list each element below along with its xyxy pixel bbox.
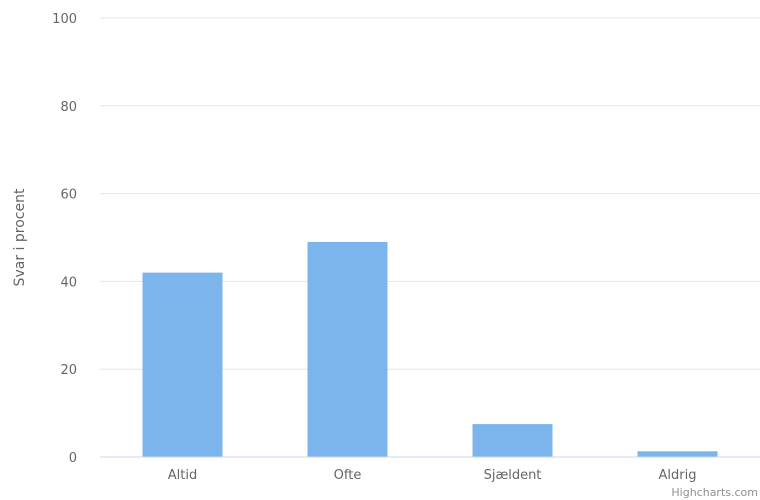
y-tick-label: 40 — [60, 275, 77, 290]
y-axis-label: Svar i procent — [12, 188, 28, 286]
x-tick-label: Sjældent — [484, 468, 542, 483]
bar[interactable] — [637, 451, 718, 457]
bar[interactable] — [142, 272, 223, 457]
y-tick-labels: 0 20 40 60 80 100 — [52, 12, 77, 466]
y-tick-label: 100 — [52, 12, 77, 27]
x-tick-label: Ofte — [334, 468, 362, 483]
y-tick-label: 60 — [60, 188, 77, 203]
bar[interactable] — [472, 424, 553, 457]
bars — [142, 241, 718, 457]
y-tick-label: 80 — [60, 100, 77, 115]
credits-link[interactable]: Highcharts.com — [671, 486, 758, 499]
x-tick-label: Aldrig — [659, 468, 697, 483]
y-tick-label: 0 — [69, 451, 77, 466]
y-tick-label: 20 — [60, 363, 77, 378]
x-tick-labels: Altid Ofte Sjældent Aldrig — [168, 468, 697, 483]
x-tick-label: Altid — [168, 468, 197, 483]
bar[interactable] — [307, 241, 388, 457]
